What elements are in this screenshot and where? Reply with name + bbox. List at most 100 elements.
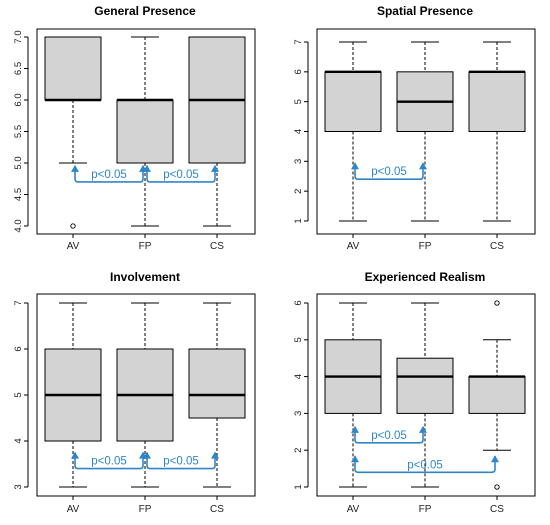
y-axis: 4.0 4.5 5.0 5.5 6.0 6.5 7.0 xyxy=(13,30,29,233)
x-tick-label: CS xyxy=(210,241,224,252)
plot-frame xyxy=(36,293,256,497)
bracket-arrowhead xyxy=(143,164,151,172)
significance-label: p<0.05 xyxy=(163,456,199,468)
y-tick-label: 7 xyxy=(293,39,304,44)
bracket-arrowhead xyxy=(143,451,151,459)
y-tick-label: 3 xyxy=(293,159,304,164)
bracket-line xyxy=(354,456,496,474)
box-iqr xyxy=(468,376,526,414)
y-tick-label: 2 xyxy=(293,448,304,453)
bracket-arrowhead xyxy=(419,425,427,433)
bracket-line xyxy=(74,165,144,183)
bracket-arrowhead xyxy=(71,164,79,172)
y-tick-label: 1 xyxy=(293,218,304,223)
bracket-arrowhead xyxy=(419,162,427,170)
significance-bracket: p<0.05 xyxy=(71,451,147,470)
y-tick-label: 5.5 xyxy=(13,125,24,138)
y-tick-label: 4 xyxy=(293,129,304,134)
bracket-line xyxy=(74,452,144,470)
outlier-point xyxy=(70,223,76,229)
y-tick-label: 7.0 xyxy=(13,30,24,43)
panel-experienced-realism: Experienced Realism 1 2 3 4 5 6 p<0.05 p<0.05 A… xyxy=(293,270,536,515)
bracket-line xyxy=(146,165,216,183)
panel-title: Involvement xyxy=(110,270,180,284)
y-axis: 1 2 3 4 5 6 7 xyxy=(293,39,309,224)
box-CS xyxy=(188,302,246,488)
bracket-line xyxy=(354,163,424,181)
y-tick-label: 4 xyxy=(13,438,24,443)
x-tick-label: FP xyxy=(419,504,432,515)
y-tick-label: 1 xyxy=(293,484,304,489)
box-iqr xyxy=(396,357,454,414)
box-AV xyxy=(44,36,102,229)
panel-title: Experienced Realism xyxy=(365,270,486,284)
significance-label: p<0.05 xyxy=(407,459,443,471)
panel-spatial-presence: Spatial Presence 1 2 3 4 5 6 7 p<0.05 AV FP CS xyxy=(293,4,536,252)
bracket-arrowhead xyxy=(211,164,219,172)
significance-bracket: p<0.05 xyxy=(351,425,427,444)
significance-label: p<0.05 xyxy=(91,456,127,468)
x-tick-label: FP xyxy=(139,504,152,515)
panel-title: General Presence xyxy=(94,4,196,18)
y-tick-label: 3 xyxy=(13,484,24,489)
significance-label: p<0.05 xyxy=(163,169,199,181)
plot-frame xyxy=(316,293,536,497)
bracket-arrowhead xyxy=(351,162,359,170)
box-FP xyxy=(116,36,174,227)
y-tick-label: 2 xyxy=(293,189,304,194)
y-tick-label: 6 xyxy=(293,69,304,74)
significance-bracket: p<0.05 xyxy=(71,164,147,183)
box-AV xyxy=(324,41,382,222)
box-FP xyxy=(396,302,454,488)
panel-title: Spatial Presence xyxy=(377,4,473,18)
significance-bracket: p<0.05 xyxy=(143,164,219,183)
y-tick-label: 5 xyxy=(293,99,304,104)
x-tick-label: AV xyxy=(347,504,360,515)
y-axis: 1 2 3 4 5 6 xyxy=(293,300,309,490)
outlier-point xyxy=(494,484,500,490)
box-CS xyxy=(188,36,246,227)
box-FP xyxy=(116,302,174,488)
x-tick-label: FP xyxy=(419,241,432,252)
y-tick-label: 6 xyxy=(293,300,304,305)
bracket-arrowhead xyxy=(351,425,359,433)
x-tick-label: FP xyxy=(139,241,152,252)
y-tick-label: 6.5 xyxy=(13,62,24,75)
significance-bracket: p<0.05 xyxy=(351,455,499,474)
box-iqr xyxy=(116,99,174,164)
box-AV xyxy=(44,302,102,488)
box-FP xyxy=(396,41,454,222)
x-tick-label: AV xyxy=(67,504,80,515)
y-tick-label: 4.0 xyxy=(13,219,24,232)
significance-label: p<0.05 xyxy=(91,169,127,181)
y-tick-label: 4 xyxy=(293,374,304,379)
outlier-point xyxy=(494,300,500,306)
y-tick-label: 5 xyxy=(293,337,304,342)
plot-frame xyxy=(316,28,536,235)
significance-bracket: p<0.05 xyxy=(143,451,219,470)
y-tick-label: 5.0 xyxy=(13,156,24,169)
y-tick-label: 5 xyxy=(13,392,24,397)
bracket-arrowhead xyxy=(351,455,359,463)
bracket-line xyxy=(354,426,424,444)
box-AV xyxy=(324,302,382,488)
box-CS xyxy=(468,300,526,490)
y-tick-label: 7 xyxy=(13,300,24,305)
panel-general-presence: General Presence 4.0 4.5 5.0 5.5 6.0 6.5 7.0 p<… xyxy=(13,4,256,252)
x-tick-label: CS xyxy=(490,241,504,252)
y-axis: 3 4 5 6 7 xyxy=(13,300,29,490)
significance-label: p<0.05 xyxy=(371,430,407,442)
y-tick-label: 3 xyxy=(293,411,304,416)
bracket-arrowhead xyxy=(71,451,79,459)
significance-bracket: p<0.05 xyxy=(351,162,427,181)
x-tick-label: AV xyxy=(67,241,80,252)
x-tick-label: CS xyxy=(490,504,504,515)
plot-frame xyxy=(36,28,256,235)
bracket-arrowhead xyxy=(491,455,499,463)
x-tick-label: AV xyxy=(347,241,360,252)
box-iqr xyxy=(44,36,102,101)
box-iqr xyxy=(324,71,382,133)
y-tick-label: 6 xyxy=(13,346,24,351)
box-iqr xyxy=(188,348,246,419)
